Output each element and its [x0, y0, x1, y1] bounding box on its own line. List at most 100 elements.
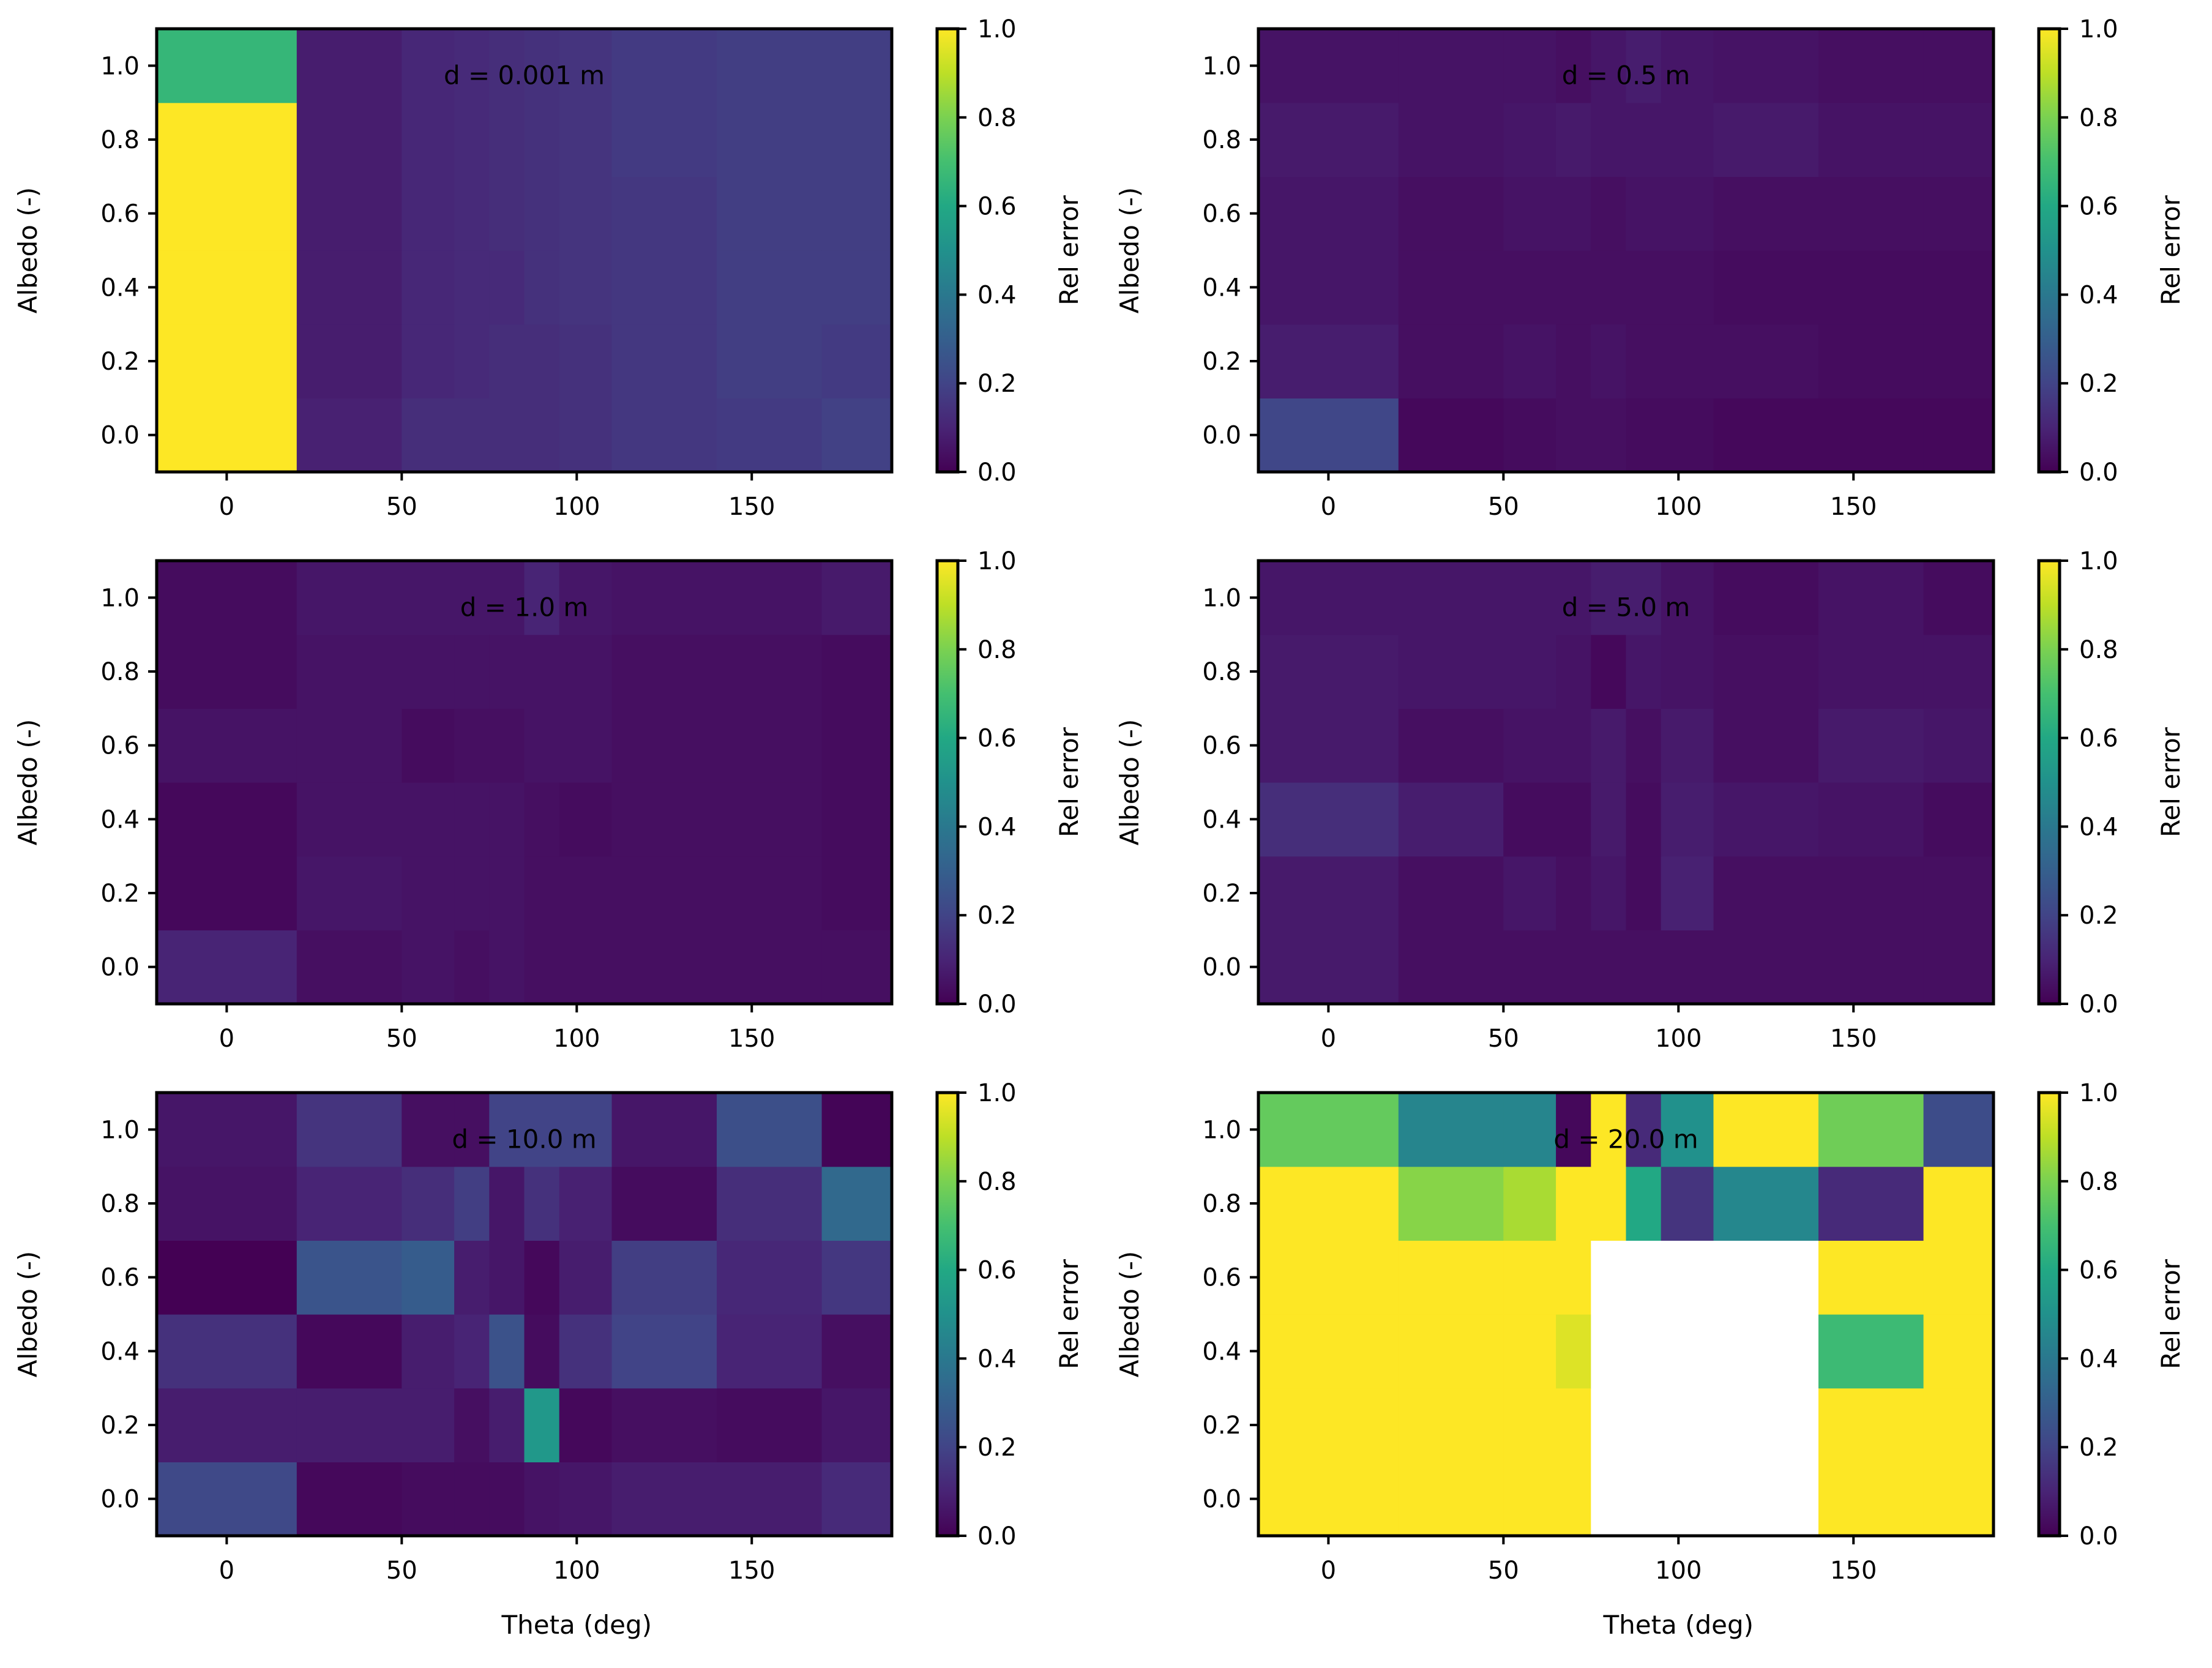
heatmap-cell: [1398, 930, 1504, 1004]
colorbar-tick-label: 0.6: [2079, 1257, 2118, 1285]
colorbar-frame: [2037, 27, 2061, 474]
heatmap-cell: [821, 29, 892, 103]
heatmap-cell: [611, 324, 717, 398]
heatmap-cell: [1661, 29, 1714, 103]
heatmap-cell: [1398, 708, 1504, 783]
colorbar-tick-label: 0.6: [2079, 725, 2118, 753]
y-tick-label: 1.0: [1202, 1116, 1241, 1144]
colorbar-tick-label: 0.4: [977, 1345, 1017, 1373]
y-tick-label: 0.2: [100, 880, 140, 908]
colorbar-tick-label: 0.4: [977, 281, 1017, 309]
colorbar-tick-label: 0.8: [977, 104, 1017, 132]
heatmap-cell: [1626, 930, 1662, 1004]
y-tick-label: 0.8: [1202, 126, 1241, 154]
heatmap-cell: [157, 176, 297, 251]
colorbar-tick-label: 0.0: [977, 990, 1017, 1019]
heatmap-cell: [524, 930, 560, 1004]
heatmap-cell: [1591, 250, 1627, 325]
heatmap-cell: [611, 250, 717, 325]
heatmap-cell: [717, 1388, 823, 1462]
heatmap-cell: [489, 782, 525, 857]
heatmap-cell: [296, 1166, 402, 1241]
heatmap-cell: [1818, 1093, 1924, 1167]
heatmap-cell: [1661, 324, 1714, 398]
heatmap-cell: [559, 1166, 613, 1241]
heatmap-cell: [1503, 708, 1556, 783]
heatmap-cell: [489, 1093, 525, 1167]
colorbar-tick-label: 1.0: [2079, 547, 2118, 575]
colorbar-label: Rel error: [2156, 1258, 2186, 1369]
plot-frame: [155, 559, 894, 1006]
panel-annotation: d = 0.001 m: [444, 61, 605, 91]
heatmap-cell: [1626, 398, 1662, 473]
heatmap-cell: [1713, 782, 1819, 857]
heatmap-cell: [559, 398, 613, 473]
colorbar-tick-label: 0.2: [977, 902, 1017, 930]
heatmap-cell: [1556, 29, 1591, 103]
heatmap-cell: [454, 1388, 490, 1462]
heatmap-cell: [611, 398, 717, 473]
heatmap-cell: [1398, 176, 1504, 251]
heatmap-cell: [296, 29, 402, 103]
heatmap-cell: [1923, 708, 1994, 783]
heatmap-cell: [454, 1093, 490, 1167]
y-tick-label: 1.0: [100, 584, 140, 612]
heatmap-cell: [1661, 250, 1714, 325]
heatmap-cell: [717, 1314, 823, 1389]
heatmap-cell: [1923, 1240, 1994, 1315]
heatmap-cell: [1398, 782, 1504, 857]
heatmap-cell: [1258, 708, 1399, 783]
heatmap-cell: [717, 708, 823, 783]
heatmap-cell: [1661, 1093, 1714, 1167]
heatmap-cell: [1591, 1388, 1627, 1462]
heatmap-cell: [1503, 782, 1556, 857]
heatmap-cell: [402, 930, 455, 1004]
heatmap-cell: [611, 176, 717, 251]
colorbar-tick-label: 1.0: [2079, 1079, 2118, 1107]
heatmap-cell: [524, 29, 560, 103]
colorbar-gradient: [2039, 29, 2060, 472]
y-tick-label: 0.6: [1202, 732, 1241, 760]
heatmap-cell: [402, 398, 455, 473]
heatmap-cell: [1923, 250, 1994, 325]
heatmap-cell: [157, 1166, 297, 1241]
heatmap-cell: [559, 930, 613, 1004]
heatmap-cell: [489, 1166, 525, 1241]
heatmap-cell: [1556, 1240, 1591, 1315]
heatmap-cell: [821, 1462, 892, 1536]
y-tick-label: 0.4: [1202, 274, 1241, 302]
heatmap-cell: [1556, 398, 1591, 473]
heatmap-cell: [524, 398, 560, 473]
heatmap-cell: [402, 324, 455, 398]
x-tick-label: 50: [386, 493, 417, 521]
heatmap-cell: [559, 634, 613, 709]
heatmap-cell: [454, 102, 490, 177]
colorbar-tick-label: 0.2: [977, 1434, 1017, 1462]
heatmap-cell: [821, 176, 892, 251]
heatmap-cell: [1503, 561, 1556, 635]
heatmap-cell: [1923, 634, 1994, 709]
plot-frame: [1257, 1091, 1995, 1538]
heatmap-cell: [157, 782, 297, 857]
y-axis-label: Albedo (-): [1115, 187, 1145, 314]
heatmap-cell: [1591, 634, 1627, 709]
heatmap-cell: [1556, 1462, 1591, 1536]
y-tick-label: 0.0: [100, 1486, 140, 1514]
colorbar-tick-label: 0.8: [977, 1168, 1017, 1196]
y-axis-label: Albedo (-): [1115, 1251, 1145, 1378]
heatmap-cell: [524, 708, 560, 783]
heatmap-cell: [1713, 856, 1819, 930]
heatmap-cell: [524, 1166, 560, 1241]
heatmap-cell: [1398, 1093, 1504, 1167]
heatmap-cell: [296, 1462, 402, 1536]
x-tick-label: 0: [219, 493, 234, 521]
heatmap-cell: [402, 561, 455, 635]
heatmap-cell: [524, 250, 560, 325]
colorbar-tick-label: 0.0: [977, 458, 1017, 487]
y-tick-label: 0.0: [1202, 422, 1241, 450]
colorbar-tick-label: 0.4: [2079, 813, 2118, 841]
x-tick-label: 150: [1830, 493, 1877, 521]
heatmap-cell: [821, 1314, 892, 1389]
colorbar-gradient: [2039, 561, 2060, 1004]
y-tick-label: 0.0: [1202, 1486, 1241, 1514]
